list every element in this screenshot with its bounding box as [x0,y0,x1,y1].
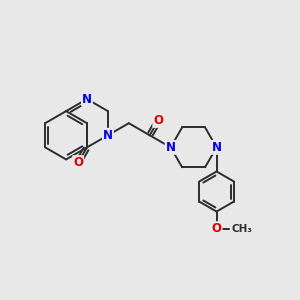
Text: N: N [166,141,176,154]
Text: CH₃: CH₃ [231,224,252,234]
Text: N: N [82,93,92,106]
Text: N: N [212,141,222,154]
Text: O: O [212,222,222,235]
Text: O: O [153,114,163,127]
Text: N: N [103,129,113,142]
Text: O: O [73,156,83,169]
